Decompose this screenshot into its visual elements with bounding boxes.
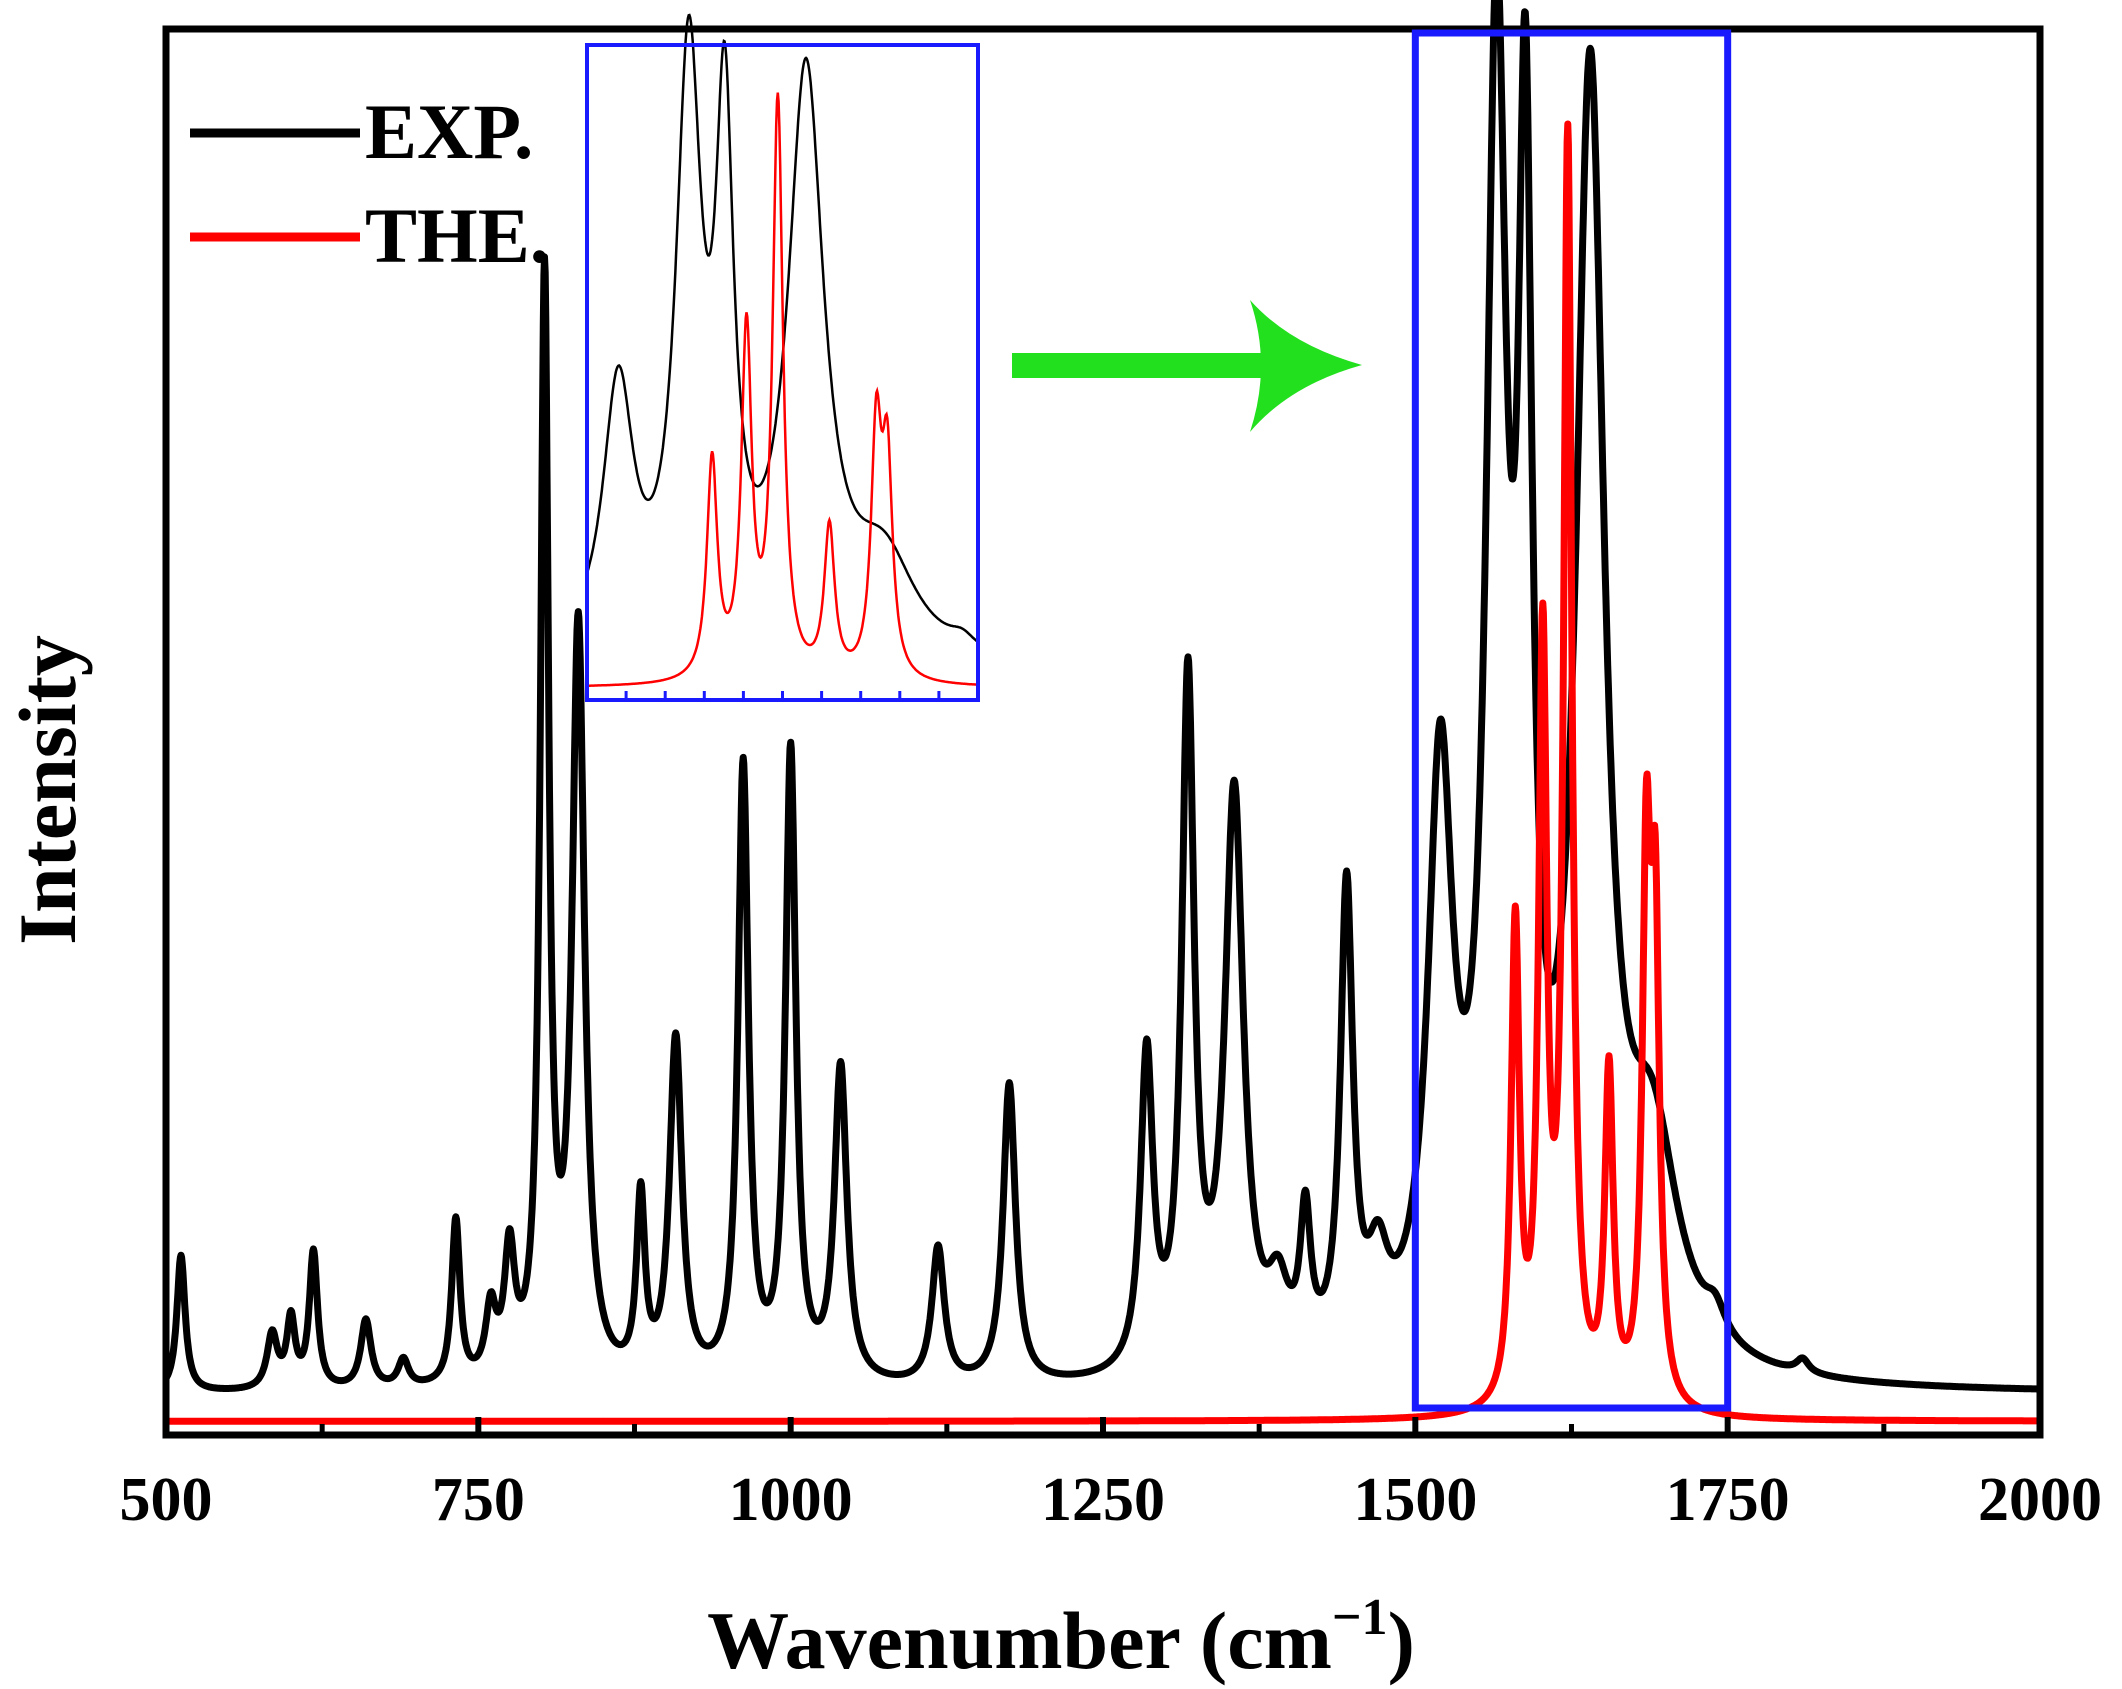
x-axis-label: Wavenumber (cm−1) — [707, 1589, 1415, 1686]
arrow-icon — [1012, 300, 1362, 432]
x-tick-label: 500 — [120, 1466, 213, 1534]
x-axis-label-main: Wavenumber (cm — [707, 1595, 1332, 1686]
x-tick-label: 1750 — [1666, 1466, 1790, 1534]
inset-plot — [585, 13, 980, 702]
x-tick-label: 750 — [432, 1466, 525, 1534]
the-series-line — [163, 120, 2043, 1425]
x-axis-ticks — [163, 1417, 2043, 1435]
inset-the-series — [587, 92, 979, 687]
legend-label-the: THE. — [365, 192, 549, 279]
inset-background — [587, 45, 978, 700]
x-tick-label: 1000 — [729, 1466, 853, 1534]
arrow-shaft — [1012, 353, 1267, 378]
y-axis-label: Intensity — [2, 635, 93, 945]
legend-label-exp: EXP. — [365, 88, 533, 175]
x-axis-tick-labels: 500 750 1000 1250 1500 1750 2000 — [120, 1466, 2103, 1534]
the-series-layer — [163, 120, 2043, 1425]
inset-the-line — [587, 92, 979, 687]
arrow-head — [1250, 300, 1362, 432]
x-tick-label: 1250 — [1041, 1466, 1165, 1534]
legend: EXP. THE. — [190, 88, 549, 279]
x-axis-label-superscript: −1 — [1332, 1589, 1388, 1646]
x-axis-label-close: ) — [1388, 1595, 1415, 1686]
x-tick-label: 2000 — [1978, 1466, 2102, 1534]
inset-frame — [585, 43, 980, 702]
x-tick-label: 1500 — [1353, 1466, 1477, 1534]
highlight-region-box — [1411, 29, 1732, 1412]
